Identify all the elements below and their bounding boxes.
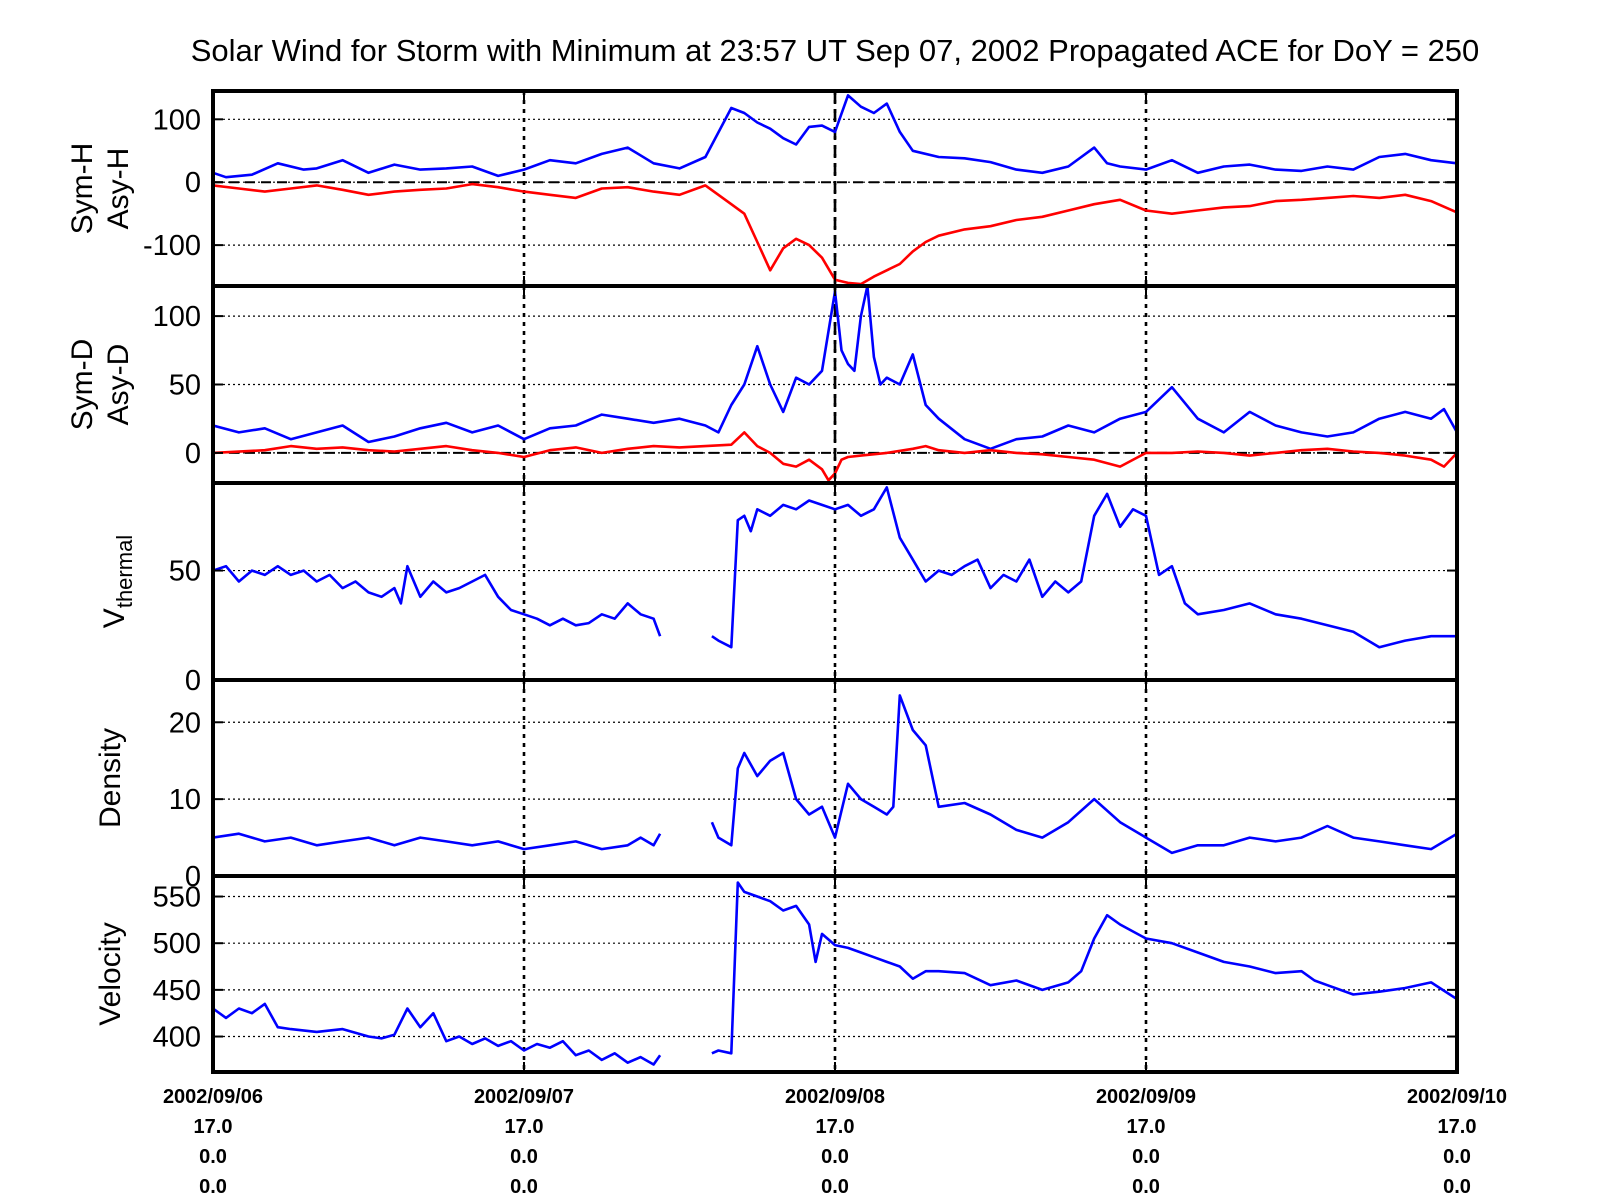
x-tick-label: 0.0 [510,1146,538,1168]
y-tick-label: 400 [153,1022,201,1054]
y-tick-label: 0 [185,438,201,470]
y-tick-label: 100 [153,104,201,136]
y-axis-label: Sym-D [66,339,99,431]
x-tick-label: 17.0 [1438,1116,1477,1138]
y-tick-label: 450 [153,975,201,1007]
x-tick-label: 0.0 [1132,1146,1160,1168]
x-tick-label: 0.0 [1132,1176,1160,1198]
panel-symh: 100 0 -100 Sym-H Asy-H [66,89,1459,288]
y-axis-label: Asy-H [102,148,135,230]
x-tick-label: 0.0 [199,1146,227,1168]
series-line-velocity-0-1 [711,881,1457,1055]
y-tick-label: -100 [143,230,201,262]
x-tick-label: 0.0 [1443,1176,1471,1198]
series-line-symd-0-0 [213,286,1457,451]
y-tick-label: 500 [153,928,201,960]
y-tick-label: 10 [169,784,201,816]
x-tick-label: 0.0 [199,1176,227,1198]
y-tick-label: 550 [153,882,201,914]
x-axis: 2002/09/06 17.0 0.0 0.0 2002/09/07 17.0 0.0 0.0… [163,1086,1507,1198]
x-tick-label: 17.0 [194,1116,233,1138]
figure-title: Solar Wind for Storm with Minimum at 23:… [191,33,1480,68]
y-tick-label: 0 [185,665,201,697]
x-tick-label: 0.0 [821,1176,849,1198]
x-tick-label: 2002/09/10 [1407,1086,1507,1108]
y-axis-label: Velocity [94,922,127,1025]
series-line-density-0-0 [213,832,662,851]
x-tick-label: 2002/09/08 [785,1086,885,1108]
y-axis-label: Density [94,728,127,828]
x-tick-label: 0.0 [1443,1146,1471,1168]
x-tick-label: 0.0 [510,1176,538,1198]
x-tick-label: 17.0 [505,1116,544,1138]
y-tick-label: 50 [169,370,201,402]
x-tick-label: 2002/09/07 [474,1086,574,1108]
panel-vthermal: 50 0 Vthermal [98,481,1459,697]
series-line-vthermal-0-0 [213,564,662,637]
panel-symd: 100 50 0 Sym-D Asy-D [66,284,1459,485]
panel-frame [211,874,1459,1074]
y-tick-label: 50 [169,556,201,588]
y-axis-label: Sym-H [66,143,99,235]
y-tick-label: 100 [153,301,201,333]
y-tick-label: 0 [185,861,201,893]
x-tick-label: 2002/09/06 [163,1086,263,1108]
x-tick-label: 0.0 [821,1146,849,1168]
y-axis-label: Asy-D [102,344,135,426]
y-axis-label: Vthermal [98,535,137,628]
series-line-velocity-0-0 [213,1002,662,1066]
x-tick-label: 17.0 [1127,1116,1166,1138]
panel-density: 20 10 0 Density [94,678,1459,893]
y-tick-label: 20 [169,707,201,739]
panel-velocity: 550 500 450 400 Velocity [94,874,1459,1074]
x-tick-label: 17.0 [816,1116,855,1138]
series-line-density-0-1 [710,694,1457,855]
series-line-vthermal-0-1 [711,486,1457,649]
series-line-symh-0-0 [213,94,1457,179]
x-tick-label: 2002/09/09 [1096,1086,1196,1108]
y-tick-label: 0 [185,167,201,199]
